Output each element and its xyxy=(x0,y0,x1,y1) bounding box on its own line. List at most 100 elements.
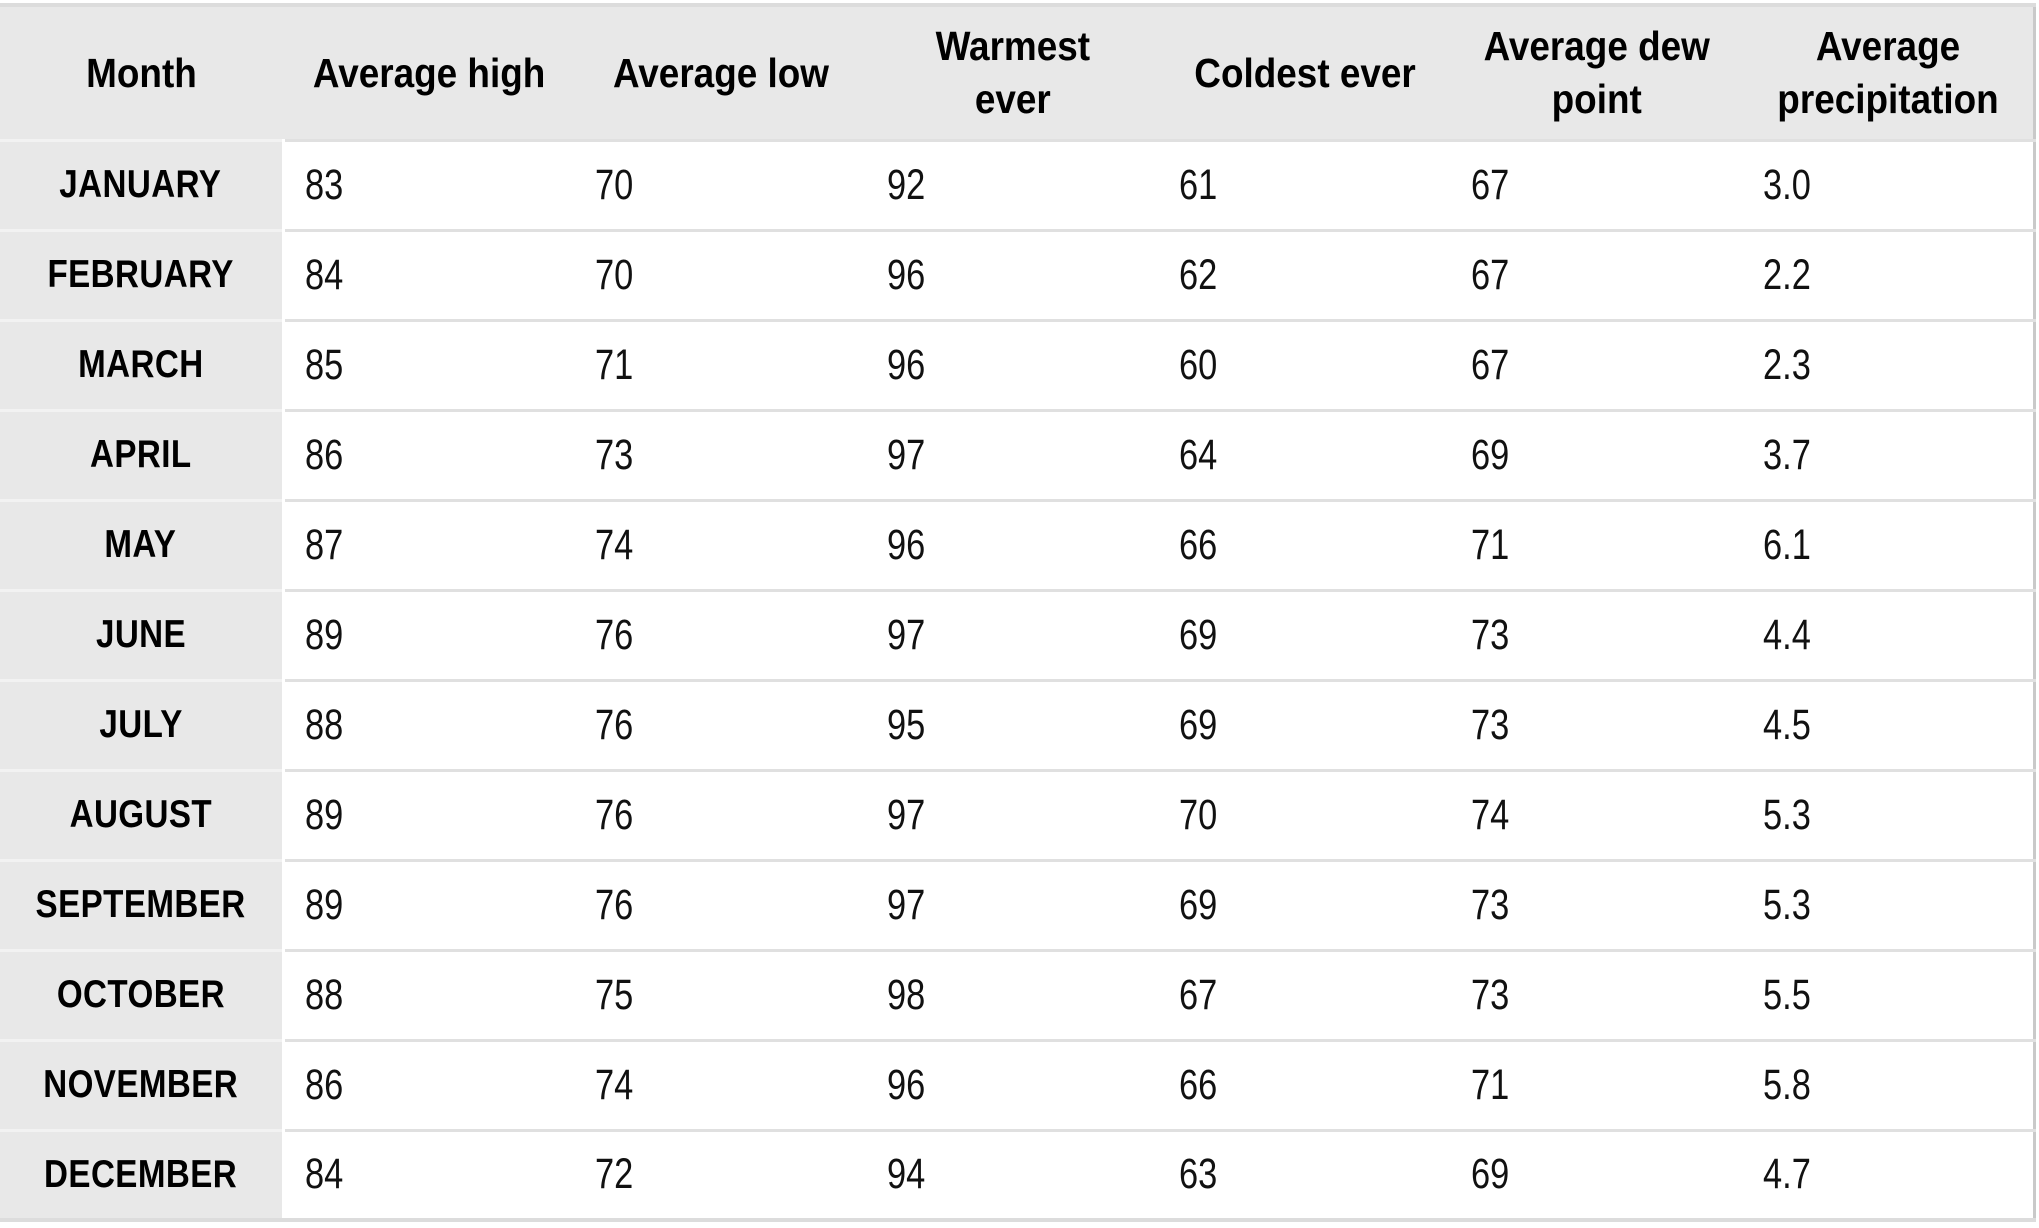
table-cell-average-high: 89 xyxy=(283,588,575,680)
table-cell-average-dew-point: 67 xyxy=(1450,228,1743,320)
table-cell-coldest-ever: 69 xyxy=(1158,858,1451,950)
cell-value: 97 xyxy=(886,610,926,659)
cell-value: 74 xyxy=(594,1060,634,1109)
cell-value: 70 xyxy=(594,250,634,299)
table-cell-warmest-ever: 92 xyxy=(866,138,1159,230)
table-cell-average-precipitation: 2.2 xyxy=(1742,228,2035,320)
table-cell-average-dew-point: 67 xyxy=(1450,138,1743,230)
monthly-climate-table: Month Average high Average low Warmest e… xyxy=(0,3,2036,1222)
cell-value: 5.3 xyxy=(1762,790,1811,839)
column-header-average-precipitation: Average precipitation xyxy=(1742,5,2035,140)
table-cell-coldest-ever: 67 xyxy=(1158,948,1451,1040)
month-label: APRIL xyxy=(89,433,192,476)
month-label: SEPTEMBER xyxy=(35,883,246,926)
table-cell-warmest-ever: 94 xyxy=(866,1128,1159,1220)
table-cell-average-high: 89 xyxy=(283,858,575,950)
table-row-february: FEBRUARY 84 70 96 62 67 2.2 xyxy=(0,228,2035,320)
table-cell-warmest-ever: 96 xyxy=(866,228,1159,320)
cell-value: 96 xyxy=(886,250,926,299)
table-cell-average-high: 88 xyxy=(283,678,575,770)
cell-value: 71 xyxy=(1470,520,1509,569)
month-cell: OCTOBER xyxy=(0,948,285,1040)
table-row-march: MARCH 85 71 96 60 67 2.3 xyxy=(0,318,2035,410)
column-header-label: Average low xyxy=(612,49,829,96)
table-cell-average-precipitation: 5.5 xyxy=(1742,948,2035,1040)
cell-value: 92 xyxy=(886,160,926,209)
table-cell-average-dew-point: 73 xyxy=(1450,948,1743,1040)
table-header: Month Average high Average low Warmest e… xyxy=(0,5,2035,140)
table-cell-average-precipitation: 2.3 xyxy=(1742,318,2035,410)
cell-value: 97 xyxy=(886,880,926,929)
table-row-july: JULY 88 76 95 69 73 4.5 xyxy=(0,678,2035,770)
cell-value: 75 xyxy=(594,970,634,1019)
cell-value: 4.7 xyxy=(1762,1150,1811,1199)
cell-value: 73 xyxy=(1470,700,1509,749)
table-row-september: SEPTEMBER 89 76 97 69 73 5.3 xyxy=(0,858,2035,950)
table-cell-warmest-ever: 96 xyxy=(866,318,1159,410)
table-cell-average-precipitation: 3.0 xyxy=(1742,138,2035,230)
cell-value: 67 xyxy=(1178,970,1217,1019)
table-cell-average-low: 72 xyxy=(574,1128,867,1220)
table-cell-warmest-ever: 98 xyxy=(866,948,1159,1040)
cell-value: 89 xyxy=(304,880,343,929)
table-cell-average-precipitation: 4.7 xyxy=(1742,1128,2035,1220)
cell-value: 69 xyxy=(1470,1150,1509,1199)
cell-value: 67 xyxy=(1470,250,1509,299)
table-row-august: AUGUST 89 76 97 70 74 5.3 xyxy=(0,768,2035,860)
table-cell-average-dew-point: 73 xyxy=(1450,858,1743,950)
cell-value: 73 xyxy=(1470,880,1509,929)
table-cell-coldest-ever: 69 xyxy=(1158,588,1451,680)
cell-value: 96 xyxy=(886,340,926,389)
table-cell-average-high: 86 xyxy=(283,1038,575,1130)
column-header-coldest-ever: Coldest ever xyxy=(1158,5,1451,140)
table-cell-average-low: 76 xyxy=(574,858,867,950)
cell-value: 5.5 xyxy=(1762,970,1811,1019)
cell-value: 67 xyxy=(1470,340,1509,389)
table-row-november: NOVEMBER 86 74 96 66 71 5.8 xyxy=(0,1038,2035,1130)
column-header-label: Average dew point xyxy=(1483,23,1710,122)
cell-value: 76 xyxy=(594,880,634,929)
table-cell-average-dew-point: 67 xyxy=(1450,318,1743,410)
month-cell: MAY xyxy=(0,498,285,590)
column-header-month: Month xyxy=(0,5,283,140)
month-cell: NOVEMBER xyxy=(0,1038,285,1130)
cell-value: 3.7 xyxy=(1762,430,1811,479)
table-cell-warmest-ever: 97 xyxy=(866,858,1159,950)
cell-value: 6.1 xyxy=(1762,520,1811,569)
month-cell: JULY xyxy=(0,678,285,770)
table-row-january: JANUARY 83 70 92 61 67 3.0 xyxy=(0,138,2035,230)
month-label: FEBRUARY xyxy=(47,253,234,296)
cell-value: 73 xyxy=(1470,970,1509,1019)
table-cell-coldest-ever: 63 xyxy=(1158,1128,1451,1220)
table-cell-average-low: 74 xyxy=(574,1038,867,1130)
header-row: Month Average high Average low Warmest e… xyxy=(0,5,2035,140)
table-cell-average-dew-point: 71 xyxy=(1450,1038,1743,1130)
table-cell-average-high: 84 xyxy=(283,228,575,320)
table-cell-warmest-ever: 95 xyxy=(866,678,1159,770)
table-cell-coldest-ever: 66 xyxy=(1158,1038,1451,1130)
cell-value: 76 xyxy=(594,700,634,749)
month-cell: JANUARY xyxy=(0,138,285,230)
table-cell-average-dew-point: 69 xyxy=(1450,1128,1743,1220)
month-label: OCTOBER xyxy=(56,973,225,1016)
cell-value: 67 xyxy=(1470,160,1509,209)
month-label: AUGUST xyxy=(69,793,213,836)
column-header-average-dew-point: Average dew point xyxy=(1450,5,1743,140)
table-cell-average-precipitation: 4.5 xyxy=(1742,678,2035,770)
table-cell-average-dew-point: 73 xyxy=(1450,678,1743,770)
month-cell: MARCH xyxy=(0,318,285,410)
column-header-average-low: Average low xyxy=(574,5,867,140)
table-cell-average-precipitation: 5.8 xyxy=(1742,1038,2035,1130)
table-cell-average-dew-point: 71 xyxy=(1450,498,1743,590)
cell-value: 89 xyxy=(304,610,343,659)
month-cell: AUGUST xyxy=(0,768,285,860)
table-cell-coldest-ever: 69 xyxy=(1158,678,1451,770)
table-cell-average-low: 76 xyxy=(574,768,867,860)
cell-value: 74 xyxy=(594,520,634,569)
cell-value: 66 xyxy=(1178,1060,1217,1109)
cell-value: 86 xyxy=(304,430,343,479)
cell-value: 73 xyxy=(1470,610,1509,659)
month-label: MARCH xyxy=(77,343,204,386)
table-cell-coldest-ever: 64 xyxy=(1158,408,1451,500)
